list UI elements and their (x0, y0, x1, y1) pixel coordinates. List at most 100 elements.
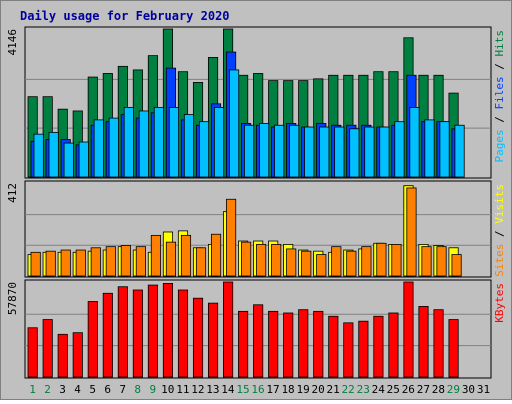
x-tick-day-25: 25 (387, 383, 400, 396)
bar-sites-day-9 (150, 234, 161, 277)
bar-kbytes-day-8 (132, 289, 143, 378)
legend-visits-part-0: Sites (493, 244, 506, 277)
bar-kbytes-day-24 (373, 315, 384, 378)
bar-kbytes-day-17 (268, 310, 279, 378)
bar-pages-day-8 (138, 110, 149, 178)
bar-kbytes-day-1 (27, 327, 38, 378)
bar-sites-day-5 (90, 247, 101, 277)
legend-visits-part-2: Visits (493, 184, 506, 224)
bar-kbytes-day-2 (42, 319, 53, 378)
bar-sites-day-12 (195, 247, 207, 277)
x-tick-day-24: 24 (372, 383, 386, 396)
x-tick-day-16: 16 (251, 383, 264, 396)
bar-sites-day-24 (376, 242, 387, 277)
legend-kbytes: KBytes (493, 283, 506, 323)
bar-sites-day-29 (451, 254, 462, 277)
x-tick-day-5: 5 (89, 383, 96, 396)
bar-sites-day-1 (30, 251, 41, 277)
bar-pages-day-22 (349, 128, 360, 178)
bar-sites-day-22 (346, 250, 357, 277)
x-tick-day-10: 10 (161, 383, 174, 396)
bar-kbytes-day-14 (223, 281, 234, 378)
bar-sites-day-10 (165, 241, 177, 277)
x-tick-day-15: 15 (236, 383, 249, 396)
bar-pages-day-15 (244, 124, 255, 178)
x-tick-day-17: 17 (266, 383, 279, 396)
panel-hits: 4146 (6, 26, 492, 179)
bar-sites-day-14 (226, 198, 237, 277)
x-tick-day-6: 6 (104, 383, 111, 396)
bar-kbytes-day-11 (177, 289, 189, 378)
x-tick-day-31: 31 (477, 383, 490, 396)
bar-pages-day-2 (48, 131, 59, 178)
bar-pages-day-6 (108, 117, 119, 178)
bar-sites-day-19 (301, 250, 312, 277)
bar-sites-day-6 (105, 246, 116, 277)
x-tick-day-2: 2 (44, 383, 51, 396)
legend-kbytes-part-0: KBytes (493, 283, 506, 323)
bar-kbytes-day-5 (87, 301, 98, 378)
legend-hits-part-3: / (493, 57, 506, 77)
bar-pages-day-29 (454, 124, 465, 178)
x-tick-day-20: 20 (312, 383, 325, 396)
bar-sites-day-15 (241, 241, 252, 277)
bar-pages-day-28 (439, 121, 450, 178)
x-tick-day-1: 1 (29, 383, 36, 396)
bar-kbytes-day-6 (102, 292, 113, 378)
x-tick-day-27: 27 (417, 383, 430, 396)
bar-kbytes-day-13 (207, 302, 219, 378)
bar-kbytes-day-26 (403, 281, 414, 378)
bar-kbytes-day-9 (147, 284, 158, 378)
x-tick-day-22: 22 (342, 383, 355, 396)
bar-sites-day-17 (271, 243, 282, 277)
bar-pages-day-16 (259, 123, 270, 178)
x-tick-day-26: 26 (402, 383, 415, 396)
bar-kbytes-day-23 (358, 320, 369, 378)
bar-sites-day-27 (421, 246, 432, 277)
bar-sites-day-18 (286, 248, 297, 277)
x-tick-day-29: 29 (447, 383, 460, 396)
bar-kbytes-day-29 (448, 319, 459, 378)
bar-pages-day-26 (409, 106, 420, 178)
bar-pages-day-17 (274, 124, 285, 178)
chart-title: Daily usage for February 2020 (20, 9, 230, 23)
legend-hits: Pages / Files / Hits (493, 30, 506, 163)
bar-pages-day-27 (424, 119, 435, 178)
bar-pages-day-14 (229, 69, 240, 178)
bar-kbytes-day-7 (117, 286, 128, 378)
y-max-label: 412 (6, 183, 19, 203)
panel-kbytes: 57870 (6, 279, 492, 379)
panel-visits: 412 (6, 180, 492, 278)
series-legends: Pages / Files / Hits Sites / Visits KBytes (493, 30, 506, 323)
legend-hits-part-1: / (493, 110, 506, 130)
bar-sites-day-23 (361, 246, 372, 277)
legend-hits-part-4: Hits (493, 30, 506, 57)
x-tick-day-14: 14 (221, 383, 235, 396)
bar-sites-day-20 (316, 254, 327, 277)
x-tick-day-9: 9 (149, 383, 156, 396)
bar-kbytes-day-22 (343, 322, 354, 378)
bar-kbytes-day-20 (313, 310, 324, 378)
legend-visits: Sites / Visits (493, 184, 506, 277)
x-tick-day-7: 7 (119, 383, 126, 396)
legend-hits-part-2: Files (493, 76, 506, 109)
bar-sites-day-3 (60, 249, 71, 277)
bar-pages-day-4 (78, 141, 89, 178)
bar-sites-day-11 (180, 234, 192, 277)
x-tick-day-4: 4 (74, 383, 81, 396)
x-tick-day-23: 23 (357, 383, 370, 396)
bar-kbytes-day-21 (328, 315, 339, 378)
bar-pages-day-11 (183, 114, 195, 178)
x-axis-labels: 1 2 3 4 5 6 7 8 9 10 11 12 13 14 15 16 17 18 19 20 21 22 23 24 2… (29, 383, 490, 396)
bar-pages-day-3 (63, 142, 74, 178)
bar-kbytes-day-16 (253, 304, 264, 378)
x-tick-day-12: 12 (191, 383, 204, 396)
bar-kbytes-day-4 (72, 332, 83, 378)
bar-kbytes-day-3 (57, 333, 68, 378)
bar-sites-day-2 (45, 250, 56, 277)
x-tick-day-30: 30 (462, 383, 475, 396)
bar-kbytes-day-19 (298, 309, 309, 378)
bar-pages-day-1 (33, 133, 44, 178)
